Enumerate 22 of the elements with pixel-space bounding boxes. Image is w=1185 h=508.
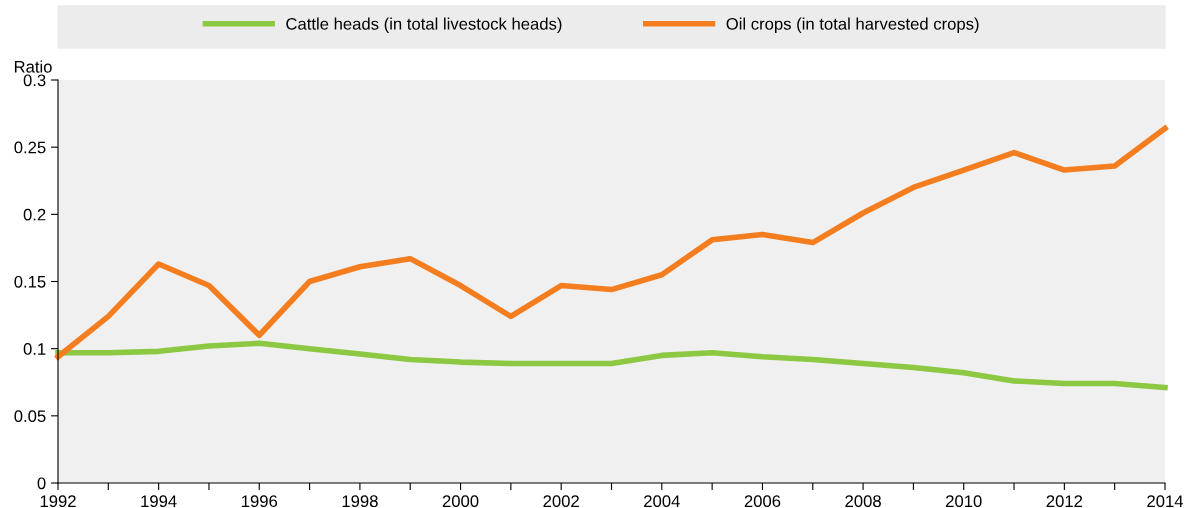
x-tick-label: 2006 (744, 495, 781, 508)
y-tick-label: 0.1 (23, 343, 46, 355)
x-tick-label: 2014 (1147, 495, 1184, 508)
x-tick-label: 2010 (946, 495, 982, 508)
x-tick-label: 1998 (342, 495, 378, 508)
x-tick-label: 2012 (1046, 495, 1083, 508)
y-axis-title: Ratio (14, 60, 52, 73)
y-tick-label: 0.25 (14, 141, 46, 154)
y-tick-label: 0 (37, 477, 46, 490)
x-tick-label: 2002 (543, 495, 579, 508)
x-tick-label: 1996 (242, 495, 278, 508)
x-tick-label: 2008 (845, 495, 881, 508)
x-tick-label: 1994 (141, 495, 177, 508)
legend-label: Cattle heads (in total livestock heads) (286, 17, 562, 34)
x-tick-label: 2000 (442, 495, 479, 508)
legend-label: Oil crops (in total harvested crops) (726, 17, 979, 34)
x-tick-label: 1992 (40, 495, 76, 508)
y-tick-label: 0.05 (14, 410, 46, 423)
x-tick-label: 2004 (644, 495, 680, 508)
y-tick-label: 0.3 (23, 74, 46, 87)
y-tick-label: 0.15 (14, 275, 46, 288)
y-tick-label: 0.2 (23, 208, 46, 221)
